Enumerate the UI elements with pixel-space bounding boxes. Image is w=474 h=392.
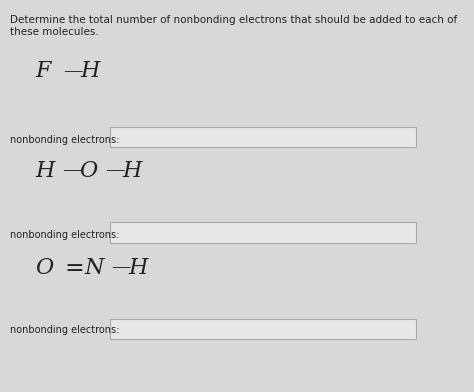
Text: =: =	[64, 256, 84, 279]
Text: H: H	[128, 257, 147, 279]
Text: —: —	[111, 258, 131, 276]
FancyBboxPatch shape	[110, 223, 417, 243]
Text: Determine the total number of nonbonding electrons that should be added to each : Determine the total number of nonbonding…	[10, 15, 457, 36]
Text: nonbonding electrons:: nonbonding electrons:	[10, 230, 119, 240]
Text: nonbonding electrons:: nonbonding electrons:	[10, 325, 119, 335]
Text: —: —	[62, 161, 82, 179]
FancyBboxPatch shape	[110, 319, 417, 339]
Text: —: —	[63, 62, 82, 80]
Text: O: O	[79, 160, 98, 182]
FancyBboxPatch shape	[110, 127, 417, 147]
Text: F: F	[36, 60, 51, 82]
Text: —: —	[105, 161, 124, 179]
Text: N: N	[84, 257, 104, 279]
Text: H: H	[36, 160, 55, 182]
Text: H: H	[80, 60, 100, 82]
Text: H: H	[122, 160, 141, 182]
Text: O: O	[36, 257, 54, 279]
Text: nonbonding electrons:: nonbonding electrons:	[10, 134, 119, 145]
